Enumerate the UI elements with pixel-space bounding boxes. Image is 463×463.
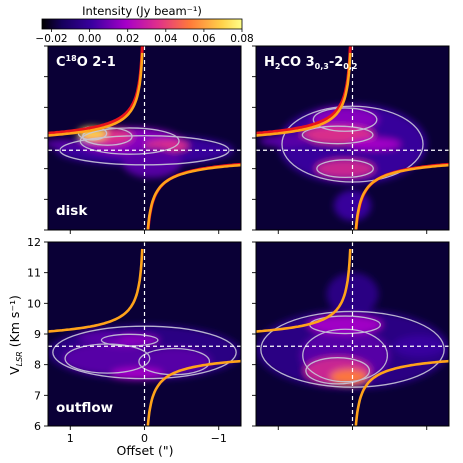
panel-ticks — [44, 241, 220, 430]
panel-plot-area — [48, 242, 241, 426]
emission-blob — [62, 343, 152, 374]
emission-blob — [77, 330, 123, 344]
panel-plot-area — [256, 242, 449, 426]
panel-outflow-h2co — [252, 241, 450, 430]
contour-line — [59, 135, 230, 166]
x-tick-label: 0 — [141, 432, 148, 445]
y-axis-label: VLSR (Km s⁻¹) — [7, 295, 24, 375]
panel-plot-area — [48, 46, 241, 230]
contour-line — [312, 107, 378, 132]
panel-title-h2co: H2CO 30,3-20,2 — [264, 55, 357, 71]
contour-line — [316, 159, 374, 179]
emission-blob — [348, 138, 401, 151]
orange-curve-lower — [354, 359, 449, 426]
panel-disk-h2co — [252, 45, 450, 234]
x-axis-label: Offset (") — [116, 443, 173, 458]
colorbar-tick-label: −0.02 — [35, 33, 67, 45]
colorbar-gradient — [41, 18, 243, 30]
y-tick-label: 7 — [34, 389, 41, 402]
orange-curve-lower — [146, 163, 241, 230]
colorbar-tick-label: 0.02 — [116, 33, 139, 45]
colorbar-tick-label: 0.08 — [230, 33, 253, 45]
emission-blob — [307, 315, 383, 334]
contours — [260, 310, 445, 388]
y-tick-label: 10 — [27, 297, 41, 310]
colorbar-label: Intensity (Jy beam⁻¹) — [82, 4, 202, 18]
emission-blob — [259, 134, 312, 148]
emission-blob — [311, 107, 379, 132]
emission-blob — [315, 159, 375, 178]
panel-plot-area — [256, 46, 449, 230]
row-label-disk: disk — [56, 203, 88, 219]
colorbar-tick-label: 0.04 — [154, 33, 178, 45]
x-tick-label: −1 — [211, 432, 227, 445]
colorbar-tick-label: 0.00 — [78, 33, 101, 45]
panel-ticks — [252, 45, 428, 234]
orange-curve-upper — [48, 52, 144, 137]
orange-curve-upper — [48, 248, 144, 333]
orange-curve-upper — [256, 52, 352, 137]
row-label-outflow: outflow — [56, 400, 113, 416]
emission-blob — [48, 139, 82, 149]
contour-line — [79, 127, 180, 155]
y-tick-label: 6 — [34, 420, 41, 433]
contour-line — [302, 328, 389, 383]
y-tick-label: 11 — [27, 267, 41, 280]
panel-ticks — [44, 45, 220, 234]
emission-blob — [122, 147, 182, 178]
contours — [281, 105, 424, 183]
orange-curve-lower — [146, 359, 241, 426]
orange-curve-upper — [256, 248, 352, 333]
y-tick-label: 8 — [34, 359, 41, 372]
panel-ticks — [252, 241, 428, 430]
panel-title-c18o: C18O 2-1 — [56, 54, 116, 70]
panel-outflow-c18o — [44, 241, 242, 430]
panel-disk-c18o — [44, 45, 242, 234]
contour-line — [260, 310, 445, 388]
x-tick-label: 1 — [67, 432, 74, 445]
contour-line — [301, 125, 374, 145]
colorbar: Intensity (Jy beam⁻¹) −0.02 0.00 0.02 0.04 0… — [35, 4, 253, 45]
y-tick-label: 12 — [27, 236, 41, 249]
y-tick-label: 9 — [34, 328, 41, 341]
contour-line — [138, 347, 211, 376]
emission-blob — [330, 369, 368, 385]
colorbar-tick-label: 0.06 — [192, 33, 216, 45]
contour-line — [305, 357, 371, 385]
colorbar-ticks: −0.02 0.00 0.02 0.04 0.06 0.08 — [35, 29, 254, 45]
orange-curve-lower — [354, 163, 449, 230]
contour-line — [100, 333, 159, 347]
